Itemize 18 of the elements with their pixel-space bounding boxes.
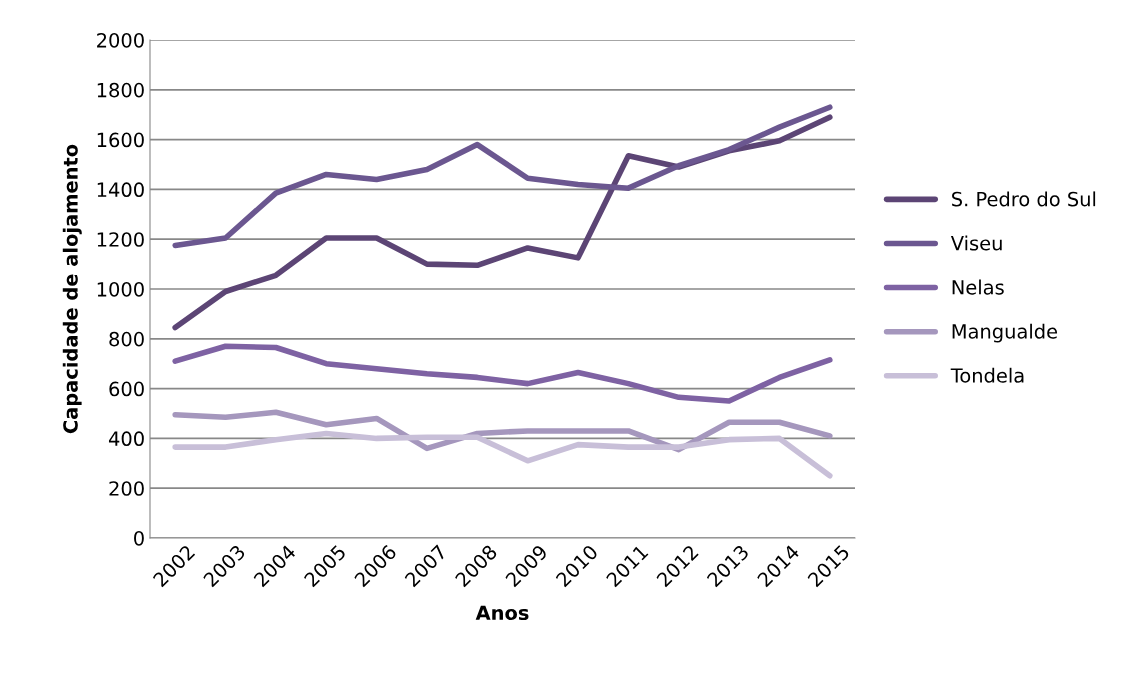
legend-label: Nelas [952, 279, 1004, 295]
y-tick-label: 800 [109, 331, 144, 347]
y-tick-label: 1400 [97, 182, 144, 198]
y-tick-label: 1200 [97, 232, 144, 247]
y-axis-title: Capacidade de alojamento [62, 144, 82, 434]
y-tick-label: 1000 [97, 281, 144, 297]
x-axis-title: Anos [475, 605, 529, 621]
legend-label: Tondela [950, 367, 1024, 383]
y-tick-label: 1600 [97, 132, 144, 148]
y-tick-label: 0 [134, 530, 144, 546]
y-tick-label: 600 [109, 381, 144, 397]
y-tick-label: 400 [108, 431, 144, 447]
y-tick-label: 200 [109, 481, 144, 496]
legend-label: Viseu [950, 235, 1002, 251]
legend-label: Mangualde [952, 323, 1058, 343]
y-tick-label: 2000 [97, 32, 144, 48]
y-tick-label: 1800 [97, 82, 144, 98]
legend-label: S. Pedro do Sul [952, 191, 1096, 207]
